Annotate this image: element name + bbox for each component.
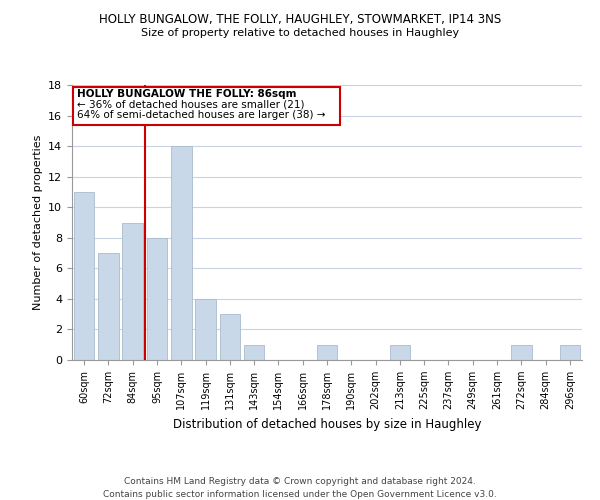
Y-axis label: Number of detached properties: Number of detached properties xyxy=(32,135,43,310)
Bar xyxy=(195,299,216,360)
Bar xyxy=(171,146,191,360)
Bar xyxy=(74,192,94,360)
FancyBboxPatch shape xyxy=(73,86,340,126)
Text: Contains public sector information licensed under the Open Government Licence v3: Contains public sector information licen… xyxy=(103,490,497,499)
Bar xyxy=(146,238,167,360)
Text: 64% of semi-detached houses are larger (38) →: 64% of semi-detached houses are larger (… xyxy=(77,110,325,120)
Text: HOLLY BUNGALOW, THE FOLLY, HAUGHLEY, STOWMARKET, IP14 3NS: HOLLY BUNGALOW, THE FOLLY, HAUGHLEY, STO… xyxy=(99,12,501,26)
Text: Contains HM Land Registry data © Crown copyright and database right 2024.: Contains HM Land Registry data © Crown c… xyxy=(124,478,476,486)
Text: Size of property relative to detached houses in Haughley: Size of property relative to detached ho… xyxy=(141,28,459,38)
X-axis label: Distribution of detached houses by size in Haughley: Distribution of detached houses by size … xyxy=(173,418,481,430)
Bar xyxy=(122,222,143,360)
Bar xyxy=(98,253,119,360)
Bar xyxy=(389,344,410,360)
Bar xyxy=(511,344,532,360)
Bar xyxy=(317,344,337,360)
Bar xyxy=(220,314,240,360)
Text: ← 36% of detached houses are smaller (21): ← 36% of detached houses are smaller (21… xyxy=(77,100,304,110)
Text: HOLLY BUNGALOW THE FOLLY: 86sqm: HOLLY BUNGALOW THE FOLLY: 86sqm xyxy=(77,89,296,99)
Bar xyxy=(560,344,580,360)
Bar xyxy=(244,344,265,360)
